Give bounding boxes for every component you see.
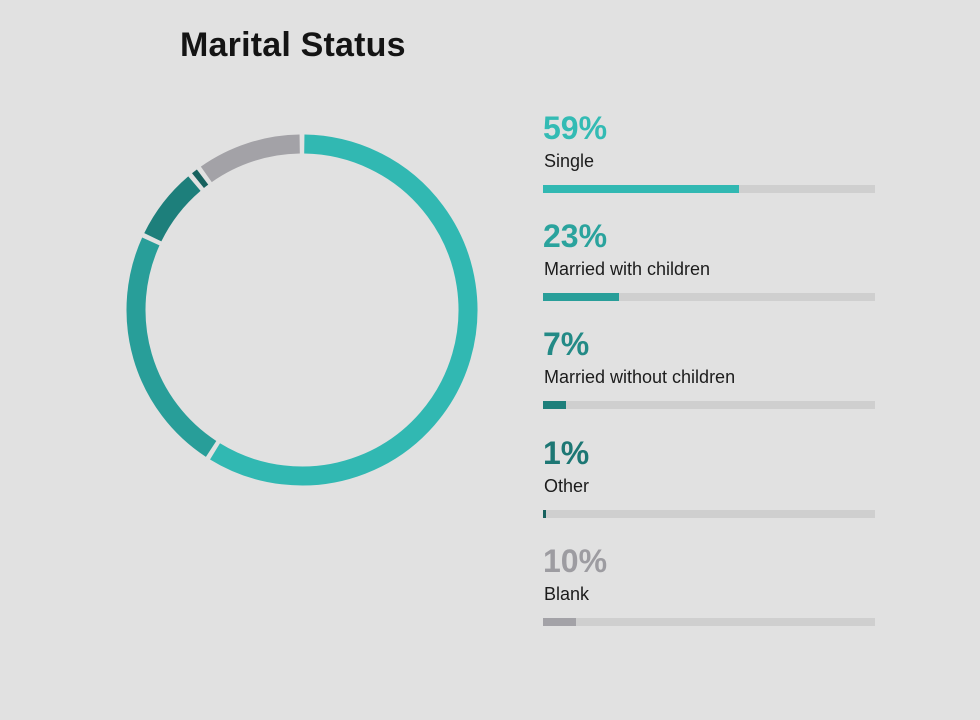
legend-percent-single: 59% bbox=[543, 110, 608, 146]
legend-bar-track-married-with-children bbox=[543, 293, 875, 301]
donut-segment-married-with-children bbox=[126, 237, 217, 457]
donut-segments bbox=[126, 134, 478, 486]
legend-bar-fill-blank bbox=[543, 618, 577, 626]
legend-bar-track-blank bbox=[543, 618, 875, 626]
legend-label-blank: Blank bbox=[544, 584, 590, 604]
legend-bar-fill-single bbox=[543, 185, 739, 193]
legend-bar-fill-married-with-children bbox=[543, 293, 620, 301]
legend-percent-other: 1% bbox=[543, 435, 590, 471]
legend-percent-blank: 10% bbox=[543, 543, 608, 579]
legend-label-married-without-children: Married without children bbox=[544, 367, 736, 387]
donut-segment-blank bbox=[200, 134, 301, 183]
legend-bar-fill-other bbox=[543, 510, 547, 518]
legend-label-married-with-children: Married with children bbox=[544, 259, 711, 279]
legend-label-single: Single bbox=[544, 151, 595, 171]
legend-label-other: Other bbox=[544, 476, 590, 496]
legend-bar-track-other bbox=[543, 510, 875, 518]
donut-segment-other bbox=[192, 169, 209, 189]
donut-segment-married-without-children bbox=[144, 176, 201, 242]
legend-percent-married-without-children: 7% bbox=[543, 326, 590, 362]
donut-segment-single bbox=[210, 134, 478, 486]
chart-title: Marital Status bbox=[180, 26, 406, 64]
legend-percent-married-with-children: 23% bbox=[543, 218, 608, 254]
legend-bar-track-married-without-children bbox=[543, 401, 875, 409]
legend-bar-fill-married-without-children bbox=[543, 401, 567, 409]
legend-bar-track-single bbox=[543, 185, 875, 193]
